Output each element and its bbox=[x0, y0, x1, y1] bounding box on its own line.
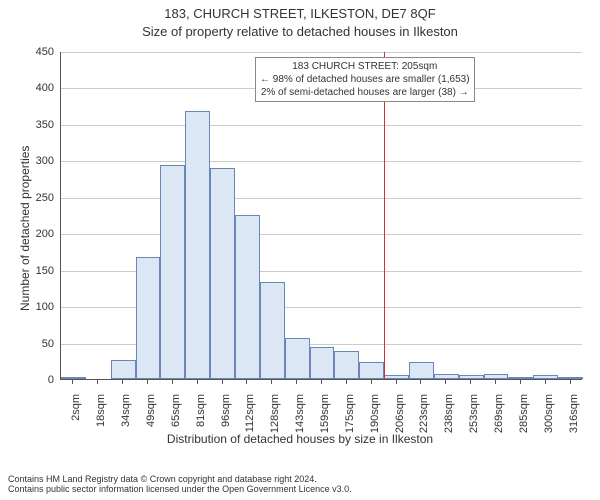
y-tick-label: 350 bbox=[0, 119, 54, 131]
footer-line-2: Contains public sector information licen… bbox=[8, 484, 352, 494]
x-axis-label: Distribution of detached houses by size … bbox=[0, 432, 600, 446]
x-tick-mark bbox=[246, 380, 247, 384]
y-tick-label: 150 bbox=[0, 265, 54, 277]
annotation-line-2: ← 98% of detached houses are smaller (1,… bbox=[260, 73, 470, 86]
x-tick-mark bbox=[97, 380, 98, 384]
gridline bbox=[61, 234, 582, 235]
footer-line-1: Contains HM Land Registry data © Crown c… bbox=[8, 474, 352, 484]
x-tick-mark bbox=[172, 380, 173, 384]
gridline bbox=[61, 52, 582, 53]
x-tick-mark bbox=[420, 380, 421, 384]
histogram-bar bbox=[160, 165, 185, 379]
x-tick-mark bbox=[396, 380, 397, 384]
histogram-bar bbox=[508, 377, 533, 379]
x-tick-label: 269sqm bbox=[493, 394, 505, 433]
x-tick-label: 128sqm bbox=[269, 394, 281, 433]
histogram-bar bbox=[260, 282, 285, 379]
histogram-bar bbox=[310, 347, 335, 379]
x-tick-label: 223sqm bbox=[418, 394, 430, 433]
histogram-bar bbox=[334, 351, 359, 379]
x-tick-label: 190sqm bbox=[369, 394, 381, 433]
x-tick-mark bbox=[445, 380, 446, 384]
x-tick-mark bbox=[72, 380, 73, 384]
x-tick-mark bbox=[520, 380, 521, 384]
x-tick-mark bbox=[570, 380, 571, 384]
x-tick-label: 49sqm bbox=[145, 394, 157, 427]
y-tick-label: 250 bbox=[0, 192, 54, 204]
annotation-line-3: 2% of semi-detached houses are larger (3… bbox=[260, 86, 470, 99]
x-tick-mark bbox=[495, 380, 496, 384]
x-tick-label: 143sqm bbox=[294, 394, 306, 433]
x-tick-label: 18sqm bbox=[95, 394, 107, 427]
histogram-bar bbox=[111, 360, 136, 379]
x-tick-mark bbox=[321, 380, 322, 384]
x-tick-mark bbox=[371, 380, 372, 384]
x-tick-mark bbox=[147, 380, 148, 384]
y-tick-label: 300 bbox=[0, 155, 54, 167]
x-tick-label: 238sqm bbox=[443, 394, 455, 433]
x-tick-label: 34sqm bbox=[120, 394, 132, 427]
y-tick-label: 200 bbox=[0, 228, 54, 240]
histogram-bar bbox=[434, 374, 459, 379]
x-tick-mark bbox=[122, 380, 123, 384]
y-tick-label: 100 bbox=[0, 301, 54, 313]
histogram-bar bbox=[533, 375, 558, 379]
y-tick-label: 450 bbox=[0, 46, 54, 58]
y-tick-label: 400 bbox=[0, 82, 54, 94]
histogram-chart: 183, CHURCH STREET, ILKESTON, DE7 8QF Si… bbox=[0, 0, 600, 500]
histogram-bar bbox=[210, 168, 235, 379]
histogram-bar bbox=[384, 375, 409, 379]
x-tick-mark bbox=[197, 380, 198, 384]
histogram-bar bbox=[185, 111, 210, 379]
histogram-bar bbox=[459, 375, 484, 379]
y-tick-label: 50 bbox=[0, 338, 54, 350]
annotation-line-1: 183 CHURCH STREET: 205sqm bbox=[260, 60, 470, 73]
histogram-bar bbox=[484, 374, 509, 379]
histogram-bar bbox=[235, 215, 260, 379]
x-tick-label: 300sqm bbox=[543, 394, 555, 433]
chart-subtitle: Size of property relative to detached ho… bbox=[0, 24, 600, 39]
x-tick-label: 175sqm bbox=[344, 394, 356, 433]
histogram-bar bbox=[61, 377, 86, 379]
x-tick-label: 65sqm bbox=[170, 394, 182, 427]
chart-title: 183, CHURCH STREET, ILKESTON, DE7 8QF bbox=[0, 6, 600, 21]
histogram-bar bbox=[359, 362, 384, 379]
x-tick-label: 2sqm bbox=[70, 394, 82, 421]
histogram-bar bbox=[136, 257, 161, 379]
x-tick-label: 96sqm bbox=[220, 394, 232, 427]
gridline bbox=[61, 161, 582, 162]
histogram-bar bbox=[409, 362, 434, 379]
histogram-bar bbox=[558, 377, 583, 379]
x-tick-mark bbox=[545, 380, 546, 384]
histogram-bar bbox=[285, 338, 310, 379]
x-tick-mark bbox=[346, 380, 347, 384]
x-tick-label: 285sqm bbox=[518, 394, 530, 433]
x-tick-mark bbox=[271, 380, 272, 384]
marker-annotation: 183 CHURCH STREET: 205sqm ← 98% of detac… bbox=[255, 57, 475, 102]
x-tick-label: 81sqm bbox=[195, 394, 207, 427]
x-tick-mark bbox=[296, 380, 297, 384]
x-tick-label: 206sqm bbox=[394, 394, 406, 433]
x-tick-label: 316sqm bbox=[568, 394, 580, 433]
footer-attribution: Contains HM Land Registry data © Crown c… bbox=[8, 474, 352, 494]
gridline bbox=[61, 198, 582, 199]
x-tick-mark bbox=[222, 380, 223, 384]
gridline bbox=[61, 125, 582, 126]
y-tick-label: 0 bbox=[0, 374, 54, 386]
x-tick-label: 159sqm bbox=[319, 394, 331, 433]
x-tick-label: 253sqm bbox=[468, 394, 480, 433]
x-tick-label: 112sqm bbox=[244, 394, 256, 432]
x-tick-mark bbox=[470, 380, 471, 384]
